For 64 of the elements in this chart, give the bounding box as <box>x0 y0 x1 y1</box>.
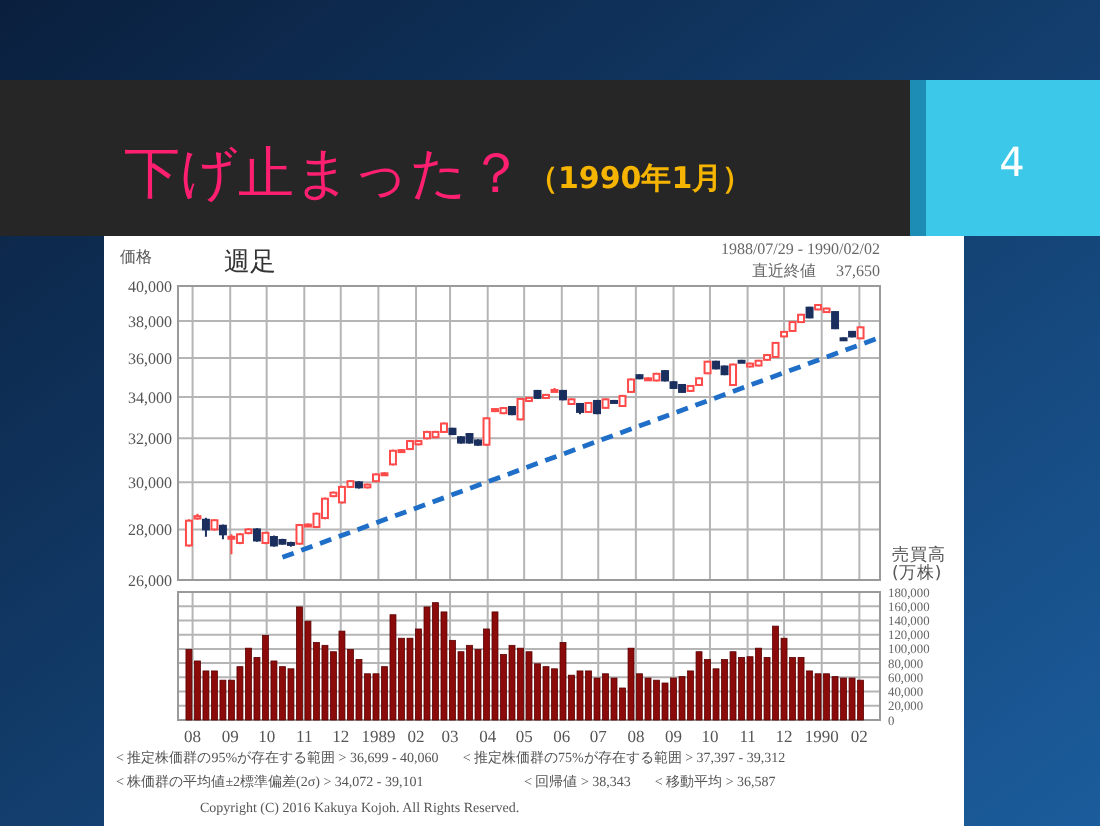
text: 1988/07/29 - 1990/02/02 <box>720 240 880 258</box>
y-tick-label: 38,000 <box>128 313 172 332</box>
x-tick-label: 1989 <box>361 726 396 746</box>
bar <box>525 651 533 721</box>
y-tick-label: 36,000 <box>128 349 172 368</box>
bar <box>695 651 703 721</box>
bar <box>559 642 567 721</box>
chart-title: 下げ止まった？ <box>124 140 524 206</box>
text: 直近終値 37,650 <box>752 262 880 280</box>
text: 週足 <box>224 248 276 278</box>
x-tick-label: 07 <box>589 726 607 746</box>
bar <box>576 670 584 721</box>
bar <box>627 647 635 721</box>
x-tick-label: 06 <box>553 726 571 746</box>
bar <box>593 677 601 721</box>
candlestick <box>227 533 236 556</box>
y-axis-title: 売買高 (万株) <box>892 544 946 584</box>
candlestick <box>184 518 193 548</box>
bar <box>610 677 618 721</box>
bar <box>423 606 431 721</box>
x-tick-label: 02 <box>850 726 868 746</box>
x-tick-label: 02 <box>407 726 425 746</box>
y-tick-label: 28,000 <box>128 521 172 540</box>
bar <box>661 682 669 721</box>
bar <box>644 677 652 721</box>
y-axis-title: 価格 <box>120 248 152 266</box>
x-tick-label: 12 <box>775 726 793 746</box>
y-tick-label: 40,000 <box>128 278 172 296</box>
bar <box>338 630 346 721</box>
chart-subtitle: （1990年1月） <box>528 160 753 196</box>
bar <box>542 666 550 721</box>
bar <box>814 673 822 721</box>
x-tick-label: 10 <box>701 726 719 746</box>
bar <box>491 611 499 721</box>
y-tick-label: 32,000 <box>128 430 172 449</box>
x-tick-label: 08 <box>627 726 645 746</box>
x-tick-label: 10 <box>258 726 276 746</box>
text: 4 <box>999 138 1025 186</box>
candlestick <box>482 416 491 447</box>
bar <box>746 656 754 721</box>
bar <box>508 644 516 721</box>
bar <box>831 676 839 721</box>
x-tick-label: 11 <box>739 726 756 746</box>
x-tick-label: 03 <box>441 726 459 746</box>
bar <box>372 673 380 721</box>
x-tick-label: 1990 <box>804 726 839 746</box>
x-tick-label: 11 <box>296 726 313 746</box>
x-tick-label: 12 <box>332 726 350 746</box>
x-tick-label: 08 <box>184 726 202 746</box>
y-tick-label: 34,000 <box>128 388 172 407</box>
candlestick <box>201 516 210 538</box>
y-tick-label: 26,000 <box>128 572 172 590</box>
x-tick-label: 09 <box>221 726 239 746</box>
bar <box>678 676 686 721</box>
x-tick-label: 05 <box>515 726 533 746</box>
bar <box>321 644 329 721</box>
bar <box>848 677 856 721</box>
x-tick-label: 09 <box>665 726 683 746</box>
x-tick-label: 04 <box>479 726 498 746</box>
bar <box>389 614 397 721</box>
bar <box>797 657 805 721</box>
bar <box>729 651 737 721</box>
y-tick-label: 30,000 <box>128 474 172 493</box>
bar <box>185 649 193 721</box>
